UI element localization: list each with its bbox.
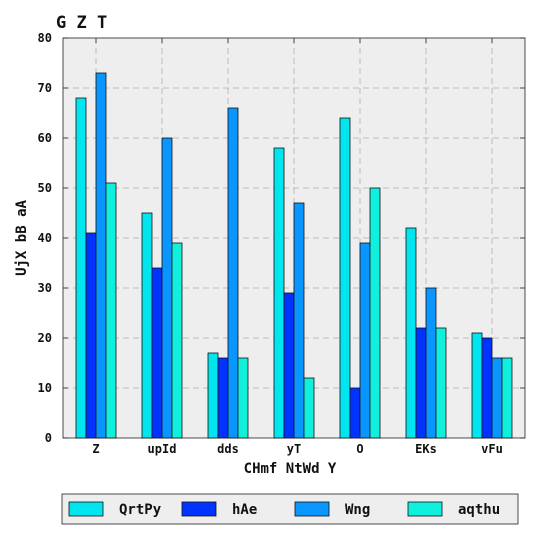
bar-aqthu-EKs <box>435 327 447 439</box>
bar-aqthu-vFu <box>501 357 513 439</box>
legend-label: Wng <box>345 502 370 518</box>
bar-Wng-O <box>359 242 371 439</box>
legend-swatch <box>181 501 217 517</box>
bar-hAe-upId <box>151 267 163 439</box>
bar-Wng-yT <box>293 202 305 439</box>
bar-aqthu-Z <box>105 182 117 439</box>
bar-hAe-EKs <box>415 327 427 439</box>
bar-QrtPy-upId <box>141 212 153 439</box>
y-axis-label: UjX bB aA <box>14 200 30 276</box>
legend-swatch <box>407 501 443 517</box>
x-tick-label: Z <box>92 442 99 456</box>
legend: QrtPy hAe Wng aqthu <box>61 493 519 525</box>
bar-hAe-Z <box>85 232 97 439</box>
bar-Wng-Z <box>95 72 107 439</box>
y-tick-label: 40 <box>38 231 52 245</box>
chart-title: G Z T <box>56 13 107 33</box>
y-tick-label: 50 <box>38 181 52 195</box>
y-axis-ticks: 0 10 20 30 40 50 60 70 80 <box>38 31 525 445</box>
bar-hAe-vFu <box>481 337 493 439</box>
legend-label: aqthu <box>458 502 500 518</box>
bar-aqthu-dds <box>237 357 249 439</box>
bar-hAe-yT <box>283 292 295 439</box>
bar-QrtPy-O <box>339 117 351 439</box>
x-tick-label: EKs <box>415 442 437 456</box>
y-tick-label: 10 <box>38 381 52 395</box>
bar-QrtPy-dds <box>207 352 219 439</box>
bar-Wng-dds <box>227 107 239 439</box>
bar-aqthu-upId <box>171 242 183 439</box>
x-tick-label: yT <box>287 442 301 456</box>
y-tick-label: 20 <box>38 331 52 345</box>
y-tick-label: 0 <box>45 431 52 445</box>
bar-QrtPy-Z <box>75 97 87 439</box>
legend-label: hAe <box>232 502 257 518</box>
x-tick-label: dds <box>217 442 239 456</box>
bar-Wng-vFu <box>491 357 503 439</box>
bar-aqthu-yT <box>303 377 315 439</box>
bar-hAe-dds <box>217 357 229 439</box>
bars <box>75 72 513 439</box>
bar-QrtPy-yT <box>273 147 285 439</box>
bar-QrtPy-vFu <box>471 332 483 439</box>
x-tick-label: vFu <box>481 442 503 456</box>
legend-swatch <box>294 501 330 517</box>
y-tick-label: 70 <box>38 81 52 95</box>
legend-swatch <box>68 501 104 517</box>
y-tick-label: 60 <box>38 131 52 145</box>
y-tick-label: 30 <box>38 281 52 295</box>
bar-aqthu-O <box>369 187 381 439</box>
x-tick-label: O <box>356 442 363 456</box>
bar-Wng-upId <box>161 137 173 439</box>
y-tick-label: 80 <box>38 31 52 45</box>
legend-label: QrtPy <box>119 502 162 518</box>
bar-QrtPy-EKs <box>405 227 417 439</box>
bar-Wng-EKs <box>425 287 437 439</box>
x-tick-label: upId <box>148 442 177 456</box>
bar-hAe-O <box>349 387 361 439</box>
x-axis-label: CHmf NtWd Y <box>244 461 337 477</box>
